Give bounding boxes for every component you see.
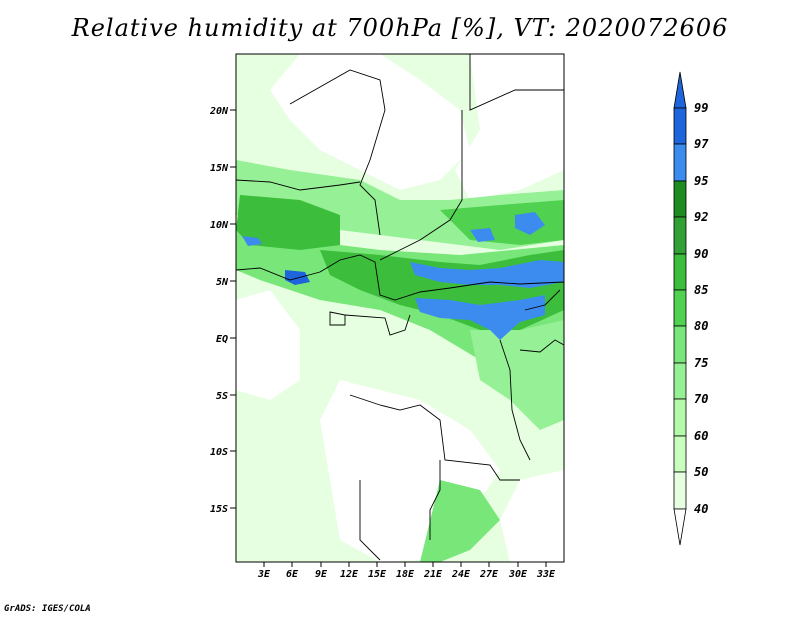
lat-label: 10N bbox=[210, 220, 229, 231]
colorbar-swatch bbox=[673, 143, 687, 182]
lat-label: 5N bbox=[216, 277, 229, 288]
saturated-patch-2 bbox=[415, 295, 545, 340]
core-ne bbox=[440, 200, 564, 245]
saturated-patch-5 bbox=[515, 212, 545, 235]
colorbar-swatch bbox=[673, 435, 687, 473]
lon-label: 21E bbox=[423, 569, 443, 580]
lat-label: EQ bbox=[216, 334, 228, 345]
saturated-patch-6 bbox=[470, 228, 495, 242]
country-borders bbox=[236, 54, 564, 561]
saturated-patch-3 bbox=[285, 270, 310, 285]
map-panel bbox=[235, 53, 565, 563]
colorbar-swatch bbox=[673, 253, 687, 291]
map-title: Relative humidity at 700hPa [%], VT: 202… bbox=[71, 14, 729, 42]
saturated-patch-4 bbox=[242, 236, 262, 246]
lon-axis: 3E 6E 9E 12E 15E 18E 21E 24E 27E 30E 33E bbox=[257, 562, 556, 580]
lat-axis: 20N 15N 10N 5N EQ 5S 10S 15S bbox=[209, 106, 236, 515]
colorbar-label: 92 bbox=[694, 210, 708, 224]
colorbar-swatch bbox=[673, 289, 687, 327]
colorbar-swatch bbox=[673, 471, 687, 510]
lat-label: 5S bbox=[216, 391, 228, 402]
lon-label: 12E bbox=[340, 569, 359, 580]
colorbar-bottom-arrow bbox=[673, 508, 687, 546]
colorbar-label: 85 bbox=[694, 283, 708, 297]
colorbar-label: 50 bbox=[694, 465, 708, 479]
saturated-patch-1 bbox=[410, 260, 564, 288]
lat-label: 20N bbox=[209, 106, 229, 117]
lon-label: 33E bbox=[536, 569, 556, 580]
colorbar-swatch bbox=[673, 216, 687, 255]
colorbar-swatch bbox=[673, 325, 687, 364]
colorbar-label: 60 bbox=[694, 429, 708, 443]
colorbar-swatch bbox=[673, 180, 687, 218]
lon-label: 30E bbox=[508, 569, 528, 580]
lon-label: 9E bbox=[315, 569, 328, 580]
colorbar-swatch bbox=[673, 362, 687, 400]
lon-label: 15E bbox=[368, 569, 387, 580]
colorbar-label: 40 bbox=[694, 502, 708, 516]
colorbar-swatch bbox=[673, 398, 687, 437]
moist-band-south-east bbox=[420, 480, 500, 562]
dry-region-sahara bbox=[270, 54, 470, 190]
dry-region-sw bbox=[236, 290, 300, 400]
colorbar-label: 75 bbox=[694, 356, 708, 370]
colorbar-label: 95 bbox=[694, 174, 708, 188]
lon-label: 24E bbox=[451, 569, 471, 580]
dry-region-se bbox=[500, 470, 564, 562]
moist-band-east bbox=[470, 320, 564, 430]
lat-label: 10S bbox=[210, 447, 228, 458]
humidity-field bbox=[236, 54, 564, 562]
colorbar-swatch bbox=[673, 107, 687, 145]
lon-label: 6E bbox=[286, 569, 299, 580]
colorbar-label: 70 bbox=[694, 392, 708, 406]
colorbar-label: 90 bbox=[694, 247, 708, 261]
dry-region-south bbox=[320, 380, 500, 562]
lat-label: 15N bbox=[210, 163, 229, 174]
colorbar-label: 80 bbox=[694, 319, 708, 333]
map-frame bbox=[235, 53, 565, 563]
colorbar-label: 97 bbox=[694, 137, 709, 151]
colorbar-label: 99 bbox=[694, 101, 708, 115]
lon-label: 27E bbox=[479, 569, 499, 580]
dry-region-ne bbox=[455, 54, 564, 200]
colorbar: 99 97 95 92 90 85 80 75 70 60 50 40 bbox=[673, 71, 709, 546]
colorbar-top-arrow bbox=[673, 71, 687, 109]
lat-label: 15S bbox=[210, 504, 228, 515]
lon-label: 18E bbox=[396, 569, 415, 580]
credit-text: GrADS: IGES/COLA bbox=[4, 604, 91, 614]
core-west bbox=[236, 195, 340, 250]
lon-label: 3E bbox=[257, 569, 271, 580]
